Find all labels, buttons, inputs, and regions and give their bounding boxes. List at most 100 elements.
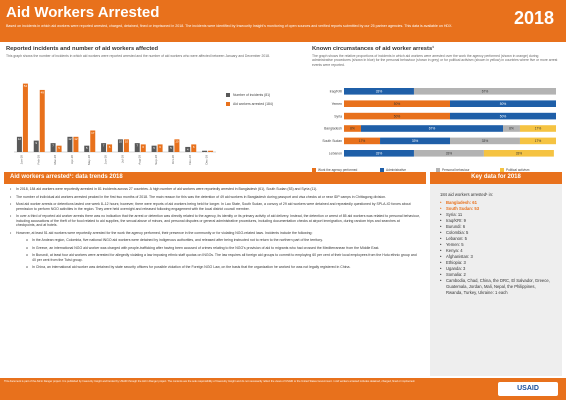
bar-value-label: 9 xyxy=(35,141,37,145)
trend-item: Most aid worker arrests or detentions la… xyxy=(10,202,420,211)
stack-segment xyxy=(344,100,450,107)
x-tick-label: May-18 xyxy=(87,155,91,165)
logo-text: USAID xyxy=(517,385,539,392)
stack-segment xyxy=(344,150,414,157)
bar-value-label: 7 xyxy=(103,144,105,148)
footer-banner: This document is part of the Aid in Dang… xyxy=(0,378,566,400)
segment-value-label: 50% xyxy=(500,102,507,106)
key-data-item: Burundi: 6 xyxy=(440,224,552,230)
trends-title: Aid workers arrested¹: data trends 2018 xyxy=(10,174,123,180)
bar xyxy=(117,139,123,152)
key-data-item: Ethiopia: 3 xyxy=(440,260,552,266)
legend-swatch xyxy=(312,168,316,172)
x-tick-label: Mar-18 xyxy=(53,155,57,165)
key-data-item: Afghanistan: 3 xyxy=(440,254,552,260)
bar xyxy=(151,145,157,152)
stack-segment xyxy=(344,137,381,145)
bar xyxy=(191,144,197,152)
trend-item: In 2018, 184 aid workers were reportedly… xyxy=(10,187,420,192)
bar-value-label: 1 xyxy=(204,151,206,155)
trends-list: In 2018, 184 aid workers were reportedly… xyxy=(10,187,420,235)
bar xyxy=(107,144,113,152)
stack-segment xyxy=(450,112,556,120)
bar-value-label: 17 xyxy=(91,131,95,135)
category-label: Iraq/KRI xyxy=(330,90,342,94)
legend-swatch xyxy=(380,168,384,172)
segment-value-label: 33% xyxy=(376,152,383,156)
stack-segment xyxy=(344,112,450,120)
x-tick-label: Jul-18 xyxy=(120,155,124,164)
bar xyxy=(90,130,96,152)
bar-value-label: 10 xyxy=(119,140,123,144)
segment-value-label: 8% xyxy=(350,127,355,131)
bar xyxy=(73,136,79,152)
key-data-item: Bangladesh: 61 xyxy=(440,200,552,206)
x-tick-label: Oct-18 xyxy=(171,155,175,164)
bar-value-label: 12 xyxy=(68,137,72,141)
trend-sub-item: In China, an international aid worker wa… xyxy=(26,265,420,270)
bar-value-label: 1 xyxy=(210,151,212,155)
segment-value-label: 8% xyxy=(509,127,514,131)
trend-item: The number of individual aid workers arr… xyxy=(10,195,420,200)
x-tick-label: Jun-18 xyxy=(104,155,108,165)
legend-swatch xyxy=(436,168,440,172)
key-data-item: South Sudan: 53 xyxy=(440,206,552,212)
bar-value-label: 6 xyxy=(159,145,161,149)
footer-text: This document is part of the Aid in Dang… xyxy=(4,380,415,383)
segment-value-label: 33% xyxy=(516,152,523,156)
bar-value-label: 6 xyxy=(142,145,144,149)
bar xyxy=(185,146,191,152)
bar xyxy=(67,136,73,152)
key-data-item: Cambodia, Chad, China, the DRC, El Salva… xyxy=(440,278,552,296)
legend-label: Aid workers arrested (184) xyxy=(233,102,273,106)
intro-text: Based on incidents in which aid workers … xyxy=(6,24,453,28)
segment-value-label: 50% xyxy=(394,114,401,118)
usaid-logo: USAID xyxy=(498,382,558,396)
bar-value-label: 49 xyxy=(41,90,45,94)
bar xyxy=(50,143,56,152)
bar xyxy=(16,136,22,152)
stack-segment xyxy=(344,88,414,95)
x-tick-label: Apr-18 xyxy=(70,155,74,164)
bar xyxy=(157,144,163,152)
stack-segment xyxy=(519,137,556,145)
bar xyxy=(168,145,174,152)
stack-segment xyxy=(413,150,484,157)
bar-value-label: 7 xyxy=(52,144,54,148)
bar xyxy=(101,143,107,152)
bar-value-label: 4 xyxy=(187,147,189,151)
legend-swatch xyxy=(226,102,230,106)
legend-swatch xyxy=(500,168,504,172)
segment-value-label: 33% xyxy=(412,139,419,143)
bar xyxy=(33,140,39,152)
legend-label: Political activism xyxy=(506,168,530,172)
left-chart-title: Reported incidents and number of aid wor… xyxy=(6,46,159,52)
stack-segment xyxy=(503,125,520,132)
bar xyxy=(123,139,129,152)
trend-sub-item: In Greece, an international NGO aid work… xyxy=(26,246,420,251)
key-data-item: Syria: 11 xyxy=(440,212,552,218)
header-banner: Aid Workers Arrested 2018 Based on incid… xyxy=(0,0,566,42)
year-label: 2018 xyxy=(513,8,554,28)
stack-segment xyxy=(450,100,556,107)
bar-value-label: 5 xyxy=(86,146,88,150)
stack-segment xyxy=(344,125,361,132)
bar-value-label: 5 xyxy=(170,146,172,150)
bar xyxy=(56,145,62,152)
stack-segment xyxy=(483,150,554,157)
segment-value-label: 17% xyxy=(535,127,542,131)
trend-item: However, at least 51 aid workers were re… xyxy=(10,231,420,236)
key-data-item: Colombia: 5 xyxy=(440,230,552,236)
bar-value-label: 6 xyxy=(109,145,111,149)
key-data-lead: 184 aid workers arrested¹ in: xyxy=(440,192,494,197)
category-label: Yemen xyxy=(332,102,343,106)
stack-segment xyxy=(519,125,556,132)
legend-swatch xyxy=(226,93,230,97)
key-data-header: Key data for 2018 xyxy=(430,172,562,184)
trend-sub-item: In the Andean region, Colombia, five nat… xyxy=(26,238,420,243)
segment-value-label: 50% xyxy=(500,114,507,118)
left-chart-subtitle: This graph shows the number of incidents… xyxy=(6,54,270,58)
bar xyxy=(174,139,180,152)
key-data-item: Somalia: 2 xyxy=(440,272,552,278)
x-tick-label: Nov-18 xyxy=(188,155,192,165)
